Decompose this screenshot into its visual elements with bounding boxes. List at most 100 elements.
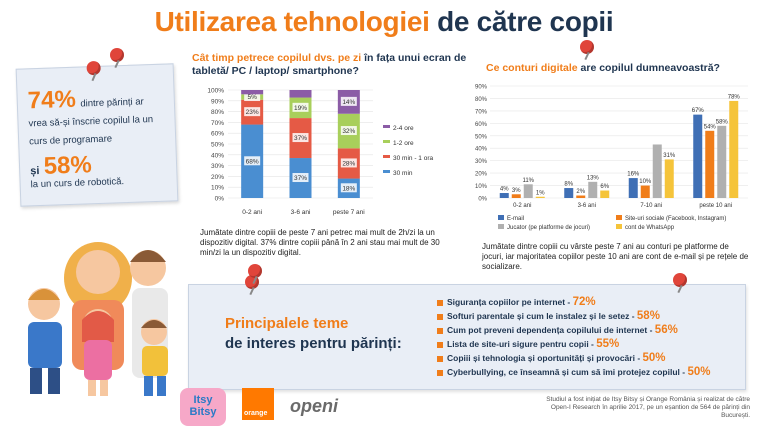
topic-text: Lista de site-uri sigure pentru copii -	[447, 339, 597, 349]
pushpin-icon	[110, 48, 124, 62]
pushpin-icon	[673, 273, 687, 287]
chart1-data-label: 5%	[247, 94, 257, 101]
topic-item: Cum pot preveni dependența copilului de …	[437, 323, 737, 337]
chart1-legend-swatch	[383, 140, 390, 143]
pushpin-icon	[580, 40, 594, 54]
chart2-data-label: 1%	[536, 190, 545, 196]
topic-percent: 50%	[687, 366, 711, 378]
topic-percent: 58%	[636, 310, 660, 322]
chart2-y-tick: 40%	[475, 147, 488, 153]
open-i-logo-text: openi	[290, 396, 338, 416]
chart2-data-label: 16%	[627, 172, 640, 178]
topic-percent: 50%	[642, 352, 666, 364]
study-footnote: Studiul a fost inițiat de Itsy Bitsy și …	[546, 396, 750, 419]
page-title: Utilizarea tehnologiei de către copii	[0, 6, 768, 38]
orange-logo-text: orange	[244, 410, 268, 417]
bullet-square-icon	[437, 327, 443, 334]
banner-title-1: Principalele teme	[225, 315, 349, 332]
chart2-bar	[705, 130, 715, 198]
chart1-label-bg	[292, 133, 309, 143]
chart2-x-tick: peste 10 ani	[699, 203, 732, 209]
chart2-bar	[600, 190, 610, 198]
chart1-data-label: 23%	[246, 109, 259, 116]
chart2-bar	[664, 159, 674, 198]
chart2-bar	[628, 178, 638, 198]
chart1-bar-segment	[289, 90, 312, 98]
topic-text: Softuri parentale și cum le instalez și …	[447, 311, 637, 321]
chart2-y-tick: 10%	[475, 184, 488, 190]
chart2-legend-label: Site-uri sociale (Facebook, Instagram)	[625, 216, 726, 222]
chart2-bar	[576, 195, 586, 198]
pushpin-icon	[86, 60, 101, 76]
chart2-data-label: 8%	[564, 182, 573, 188]
chart2-bar	[564, 188, 574, 198]
chart2-data-label: 2%	[576, 189, 585, 195]
orange-logo: orange	[242, 388, 274, 420]
chart1-stacked-bar: 0% 10% 20% 30% 40% 50% 60% 70% 80% 90% 100% 68% 23% 5…	[207, 88, 433, 217]
topic-percent: 56%	[654, 324, 678, 336]
chart2-data-label: 67%	[692, 108, 705, 114]
topics-banner: Principalele teme de interes pentru pări…	[188, 273, 746, 390]
chart1-label-bg	[340, 96, 357, 106]
stat-58: 58%	[43, 151, 93, 180]
chart2-data-label: 6%	[600, 184, 609, 190]
chart2-bar	[729, 100, 739, 198]
chart2-data-label: 54%	[704, 124, 717, 130]
chart2-legend-label: cont de WhatsApp	[625, 225, 675, 231]
chart2-y-tick: 70%	[475, 109, 488, 115]
chart2-y-tick: 0%	[478, 197, 487, 203]
chart2-data-label: 11%	[522, 178, 534, 184]
pushpin-icon	[248, 264, 262, 278]
chart2-bar	[511, 194, 521, 198]
chart1-data-label: 18%	[342, 185, 355, 192]
chart2-x-tick: 0-2 ani	[513, 203, 531, 209]
chart1-label-bg	[340, 126, 357, 136]
open-i-logo: openi	[290, 396, 338, 417]
chart2-legend-swatch	[498, 224, 504, 229]
topic-item: Lista de site-uri sigure pentru copii - …	[437, 337, 737, 351]
chart2-data-label: 13%	[587, 175, 600, 181]
chart2-bar	[693, 114, 703, 198]
chart2-question: Ce conturi digitale are copilul dumneavo…	[486, 62, 756, 75]
chart2-bar	[640, 185, 650, 198]
chart2-x-tick: 3-6 ani	[578, 203, 596, 209]
chart1-question-highlight: Cât timp petrece copilul dvs. pe zi	[192, 52, 362, 64]
bullet-square-icon	[437, 355, 443, 362]
family-illustration	[28, 242, 168, 396]
chart2-data-label: 31%	[663, 153, 676, 159]
chart1-legend-swatch	[383, 170, 390, 173]
chart2-y-tick: 20%	[475, 172, 488, 178]
chart2-data-label: 78%	[728, 94, 741, 100]
chart1-description: Jumătate dintre copiii de peste 7 ani pe…	[200, 228, 440, 257]
chart2-data-label: 3%	[512, 188, 521, 194]
chart1-legend-swatch	[383, 155, 390, 158]
chart1-y-tick: 40%	[211, 152, 224, 159]
chart1-label-bg	[244, 107, 261, 117]
topic-item: Softuri parentale și cum le instalez și …	[437, 309, 737, 323]
bullet-square-icon	[437, 299, 443, 306]
topic-text: Cum pot preveni dependența copilului de …	[447, 325, 655, 335]
bullet-square-icon	[437, 313, 443, 320]
chart1-legend-label: 2-4 ore	[393, 125, 414, 132]
chart1-data-label: 28%	[342, 160, 355, 167]
chart2-bar	[588, 181, 598, 198]
chart1-data-label: 37%	[294, 135, 307, 142]
topic-text: Siguranța copiilor pe internet -	[447, 297, 573, 307]
itsy-logo-text-2: Bitsy	[189, 406, 217, 418]
chart1-question: Cât timp petrece copilul dvs. pe zi în f…	[192, 52, 472, 78]
chart1-legend-label: 30 min - 1 ora	[393, 155, 433, 162]
chart2-y-tick: 30%	[475, 159, 488, 165]
topic-item: Siguranța copiilor pe internet - 72%	[437, 295, 737, 309]
chart1-data-label: 68%	[246, 158, 259, 165]
chart1-label-bg	[244, 156, 261, 166]
chart2-data-label: 10%	[639, 179, 652, 185]
chart1-y-tick: 50%	[211, 142, 224, 149]
chart1-y-tick: 20%	[211, 174, 224, 181]
chart2-legend-label: Jucator (pe platforme de jocuri)	[507, 225, 590, 231]
chart2-legend-label: E-mail	[507, 216, 524, 222]
chart1-legend-label: 1-2 ore	[393, 140, 414, 147]
topic-item: Copiii și tehnologia și oportunități și …	[437, 351, 737, 365]
title-part-1: Utilizarea tehnologiei	[154, 6, 430, 37]
chart2-description: Jumătate dintre copiii cu vârste peste 7…	[482, 242, 749, 271]
chart1-legend-label: 30 min	[393, 170, 413, 177]
